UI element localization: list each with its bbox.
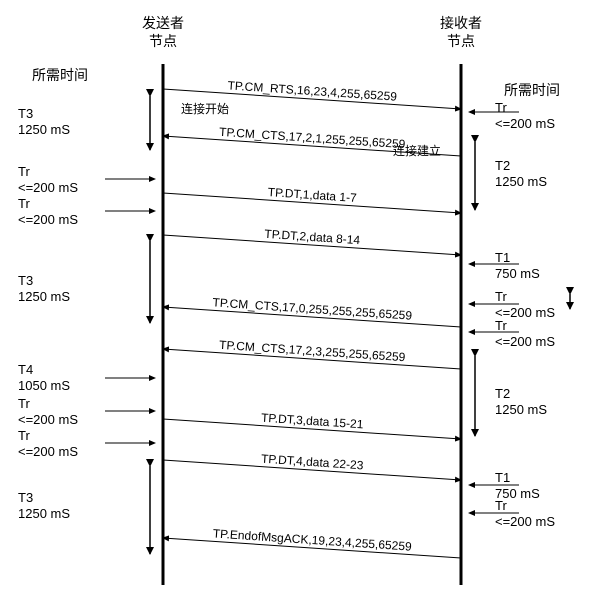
timing-label: T3: [18, 490, 33, 505]
timing-label: T1: [495, 470, 510, 485]
message-label: TP.DT,4,data 22-23: [261, 452, 365, 473]
timing-label: Tr: [495, 318, 507, 333]
receiver-header: 接收者: [440, 15, 482, 32]
timing-label: 1250 mS: [18, 122, 70, 137]
timing-label: T2: [495, 158, 510, 173]
conn-established-note: 连接建立: [393, 143, 441, 158]
timing-label: T1: [495, 250, 510, 265]
timing-label: Tr: [18, 396, 30, 411]
message-label: TP.EndofMsgACK,19,23,4,255,65259: [212, 526, 412, 553]
timing-label: <=200 mS: [18, 212, 78, 227]
time-header-right: 所需时间: [504, 83, 560, 99]
conn-start-note: 连接开始: [181, 101, 229, 116]
timing-label: <=200 mS: [495, 116, 555, 131]
message-label: TP.CM_CTS,17,0,255,255,255,65259: [212, 295, 413, 322]
timing-label: <=200 mS: [18, 180, 78, 195]
sender-header: 发送者: [142, 16, 184, 32]
timing-label: Tr: [18, 428, 30, 443]
message-label: TP.DT,3,data 15-21: [261, 411, 365, 432]
message-label: TP.DT,2,data 8-14: [264, 227, 361, 247]
timing-label: <=200 mS: [495, 334, 555, 349]
timing-label: T3: [18, 106, 33, 121]
timing-label: 1250 mS: [495, 402, 547, 417]
message-label: TP.CM_RTS,16,23,4,255,65259: [227, 78, 398, 103]
timing-label: Tr: [495, 289, 507, 304]
time-header-left: 所需时间: [32, 68, 88, 84]
timing-label: 1250 mS: [18, 289, 70, 304]
sequence-diagram: 发送者节点接收者节点所需时间所需时间TP.CM_RTS,16,23,4,255,…: [0, 0, 597, 604]
timing-label: <=200 mS: [495, 514, 555, 529]
message-label: TP.DT,1,data 1-7: [267, 185, 357, 205]
timing-label: <=200 mS: [18, 444, 78, 459]
timing-label: 1250 mS: [18, 506, 70, 521]
message-label: TP.CM_CTS,17,2,1,255,255,65259: [219, 125, 406, 151]
timing-label: <=200 mS: [18, 412, 78, 427]
timing-label: T4: [18, 362, 33, 377]
timing-label: Tr: [18, 164, 30, 179]
timing-label: T3: [18, 273, 33, 288]
timing-label: Tr: [495, 498, 507, 513]
timing-label: Tr: [18, 196, 30, 211]
sender-header-2: 节点: [149, 34, 177, 50]
message-label: TP.CM_CTS,17,2,3,255,255,65259: [219, 338, 406, 364]
timing-label: 750 mS: [495, 266, 540, 281]
timing-label: Tr: [495, 100, 507, 115]
receiver-header-2: 节点: [447, 34, 475, 50]
timing-label: 1050 mS: [18, 378, 70, 393]
timing-label: T2: [495, 386, 510, 401]
timing-label: 1250 mS: [495, 174, 547, 189]
